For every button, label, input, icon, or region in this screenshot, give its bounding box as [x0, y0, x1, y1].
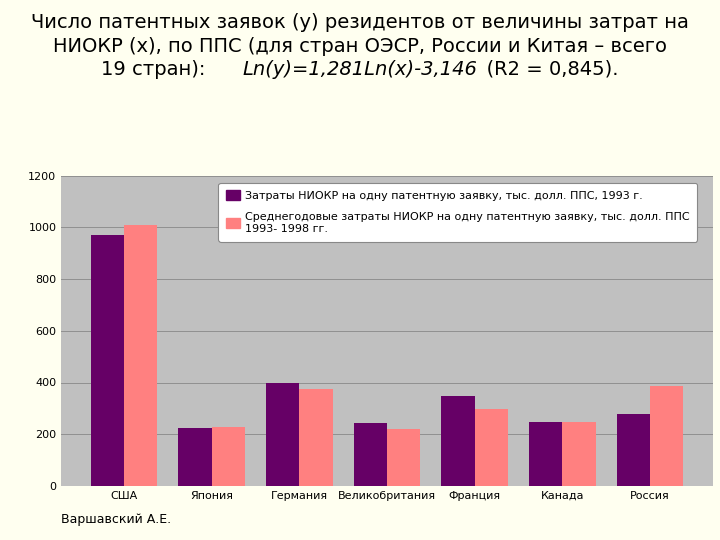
- Legend: Затраты НИОКР на одну патентную заявку, тыс. долл. ППС, 1993 г., Среднегодовые з: Затраты НИОКР на одну патентную заявку, …: [218, 183, 698, 242]
- Bar: [212, 427, 245, 486]
- Bar: [616, 414, 650, 486]
- Text: Число патентных заявок (y) резидентов от величины затрат на: Число патентных заявок (y) резидентов от…: [31, 14, 689, 32]
- Bar: [650, 387, 683, 486]
- Bar: [387, 429, 420, 486]
- Bar: [441, 396, 474, 486]
- Bar: [300, 389, 333, 486]
- Text: 19 стран):                                             (R2 = 0,845).: 19 стран): (R2 = 0,845).: [102, 60, 618, 79]
- Text: НИОКР (x), по ППС (для стран ОЭСР, России и Китая – всего: НИОКР (x), по ППС (для стран ОЭСР, Росси…: [53, 37, 667, 56]
- Bar: [474, 409, 508, 486]
- Bar: [266, 382, 300, 486]
- Bar: [91, 235, 124, 486]
- Text: Ln(y)=1,281Ln(x)-3,146: Ln(y)=1,281Ln(x)-3,146: [243, 60, 477, 79]
- Bar: [354, 423, 387, 486]
- Bar: [562, 422, 595, 486]
- Bar: [529, 422, 562, 486]
- Bar: [179, 428, 212, 486]
- Bar: [124, 225, 158, 486]
- Text: Варшавский А.Е.: Варшавский А.Е.: [61, 514, 171, 526]
